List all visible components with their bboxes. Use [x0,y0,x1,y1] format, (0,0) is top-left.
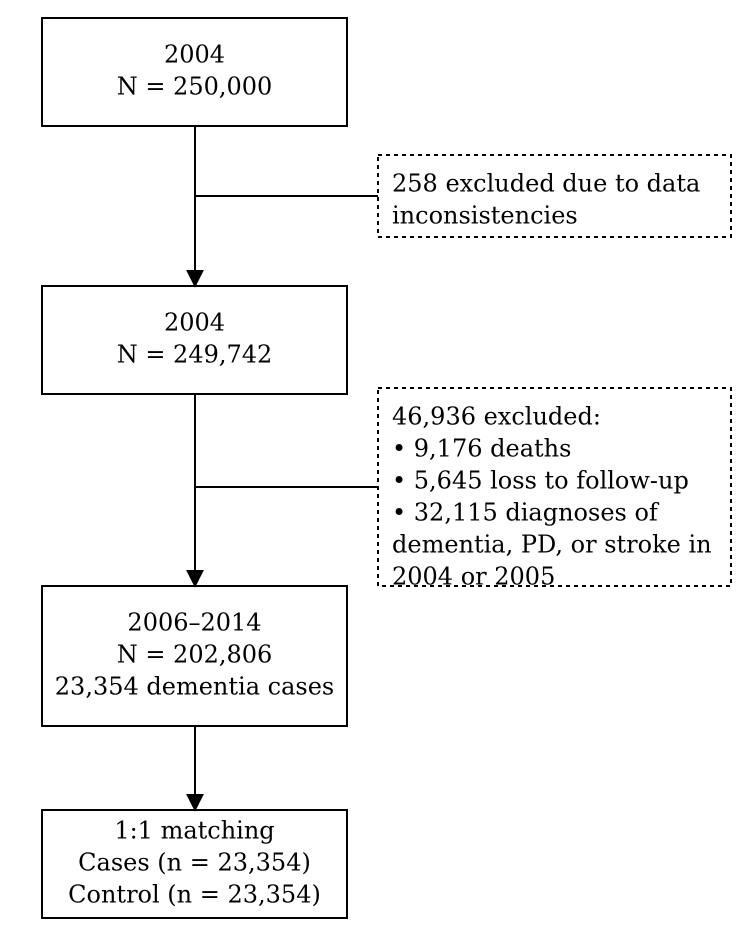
note-n2-line3: • 32,115 diagnoses of [392,499,660,527]
flow-box-b3-line1: N = 202,806 [117,641,273,669]
flow-box-b1-line1: N = 250,000 [117,73,273,101]
flow-box-b4-line2: Control (n = 23,354) [68,881,321,909]
flow-box-b2-line1: N = 249,742 [117,341,273,369]
flow-box-b3-line2: 23,354 dementia cases [55,673,334,701]
flow-box-b2-line0: 2004 [164,309,225,337]
note-n2-line5: 2004 or 2005 [392,563,555,591]
note-n2-line2: • 5,645 loss to follow-up [392,467,689,495]
flow-box-b4-line0: 1:1 matching [114,817,274,845]
flow-box-b1-line0: 2004 [164,41,225,69]
note-n1-line1: inconsistencies [392,202,578,230]
note-n2-line0: 46,936 excluded: [392,403,601,431]
note-n2-line1: • 9,176 deaths [392,435,571,463]
note-n2-line4: dementia, PD, or stroke in [392,531,712,559]
flow-box-b3-line0: 2006–2014 [127,609,261,637]
note-n1-line0: 258 excluded due to data [392,170,700,198]
flow-box-b4-line1: Cases (n = 23,354) [78,849,311,877]
